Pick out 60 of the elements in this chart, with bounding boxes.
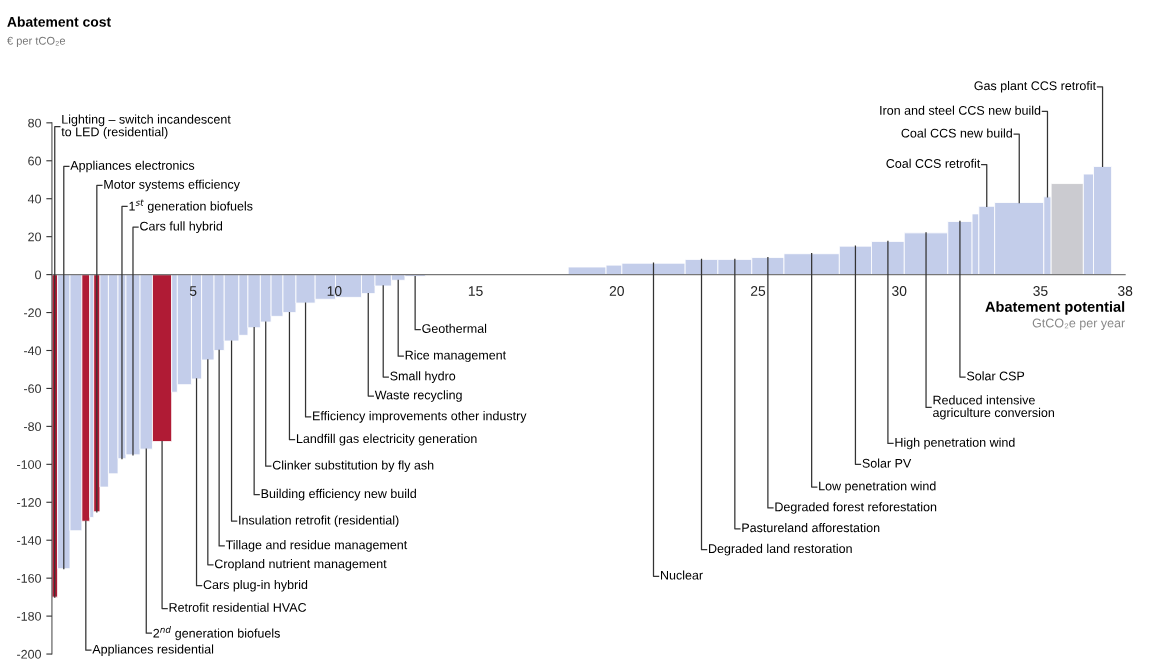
- y-tick-label: 20: [28, 232, 42, 242]
- chart-subtitle: € per tCO₂e: [7, 36, 66, 47]
- x-axis-title: Abatement potential: [985, 301, 1125, 315]
- annotation: Coal CCS new build: [901, 128, 1012, 138]
- annotation: Tillage and residue management: [225, 540, 408, 552]
- x-tick-label: 30: [892, 286, 907, 296]
- x-tick-label: 25: [750, 286, 766, 296]
- x-tick-label: 35: [1033, 286, 1048, 296]
- y-tick-label: -100: [17, 460, 42, 469]
- x-tick-label: 20: [609, 286, 624, 296]
- annotation: Efficiency improvements other industry: [313, 411, 527, 423]
- y-tick-label: -120: [17, 498, 42, 507]
- x-tick-label: 15: [468, 286, 483, 296]
- annotation: Cropland nutrient management: [214, 559, 387, 571]
- annotation: Motor systems efficiency: [104, 179, 240, 192]
- y-tick-label: -80: [24, 422, 42, 432]
- annotation: Rice management: [405, 350, 507, 363]
- y-tick-label: -20: [24, 308, 42, 318]
- x-tick-label: 10: [327, 286, 342, 296]
- annotation: Coal CCS retrofit: [886, 158, 981, 168]
- annotation: Clinker substitution by fly ash: [272, 460, 434, 473]
- annotation: High penetration wind: [895, 437, 1015, 450]
- annotation: Pastureland afforestation: [742, 523, 880, 533]
- annotation: GtCO₂e per year: [1032, 318, 1125, 330]
- annotation: Building efficiency new build: [261, 488, 416, 501]
- annotation: Lighting – switch incandescent to LED (residential): [61, 114, 231, 139]
- annotation: Cars full hybrid: [140, 221, 223, 234]
- annotation: Appliances residential: [92, 644, 214, 657]
- y-tick-label: -140: [17, 536, 42, 545]
- x-tick-label: 5: [189, 286, 197, 296]
- annotation: Appliances electronics: [70, 160, 195, 173]
- y-tick-label: -160: [17, 573, 42, 583]
- annotation: Solar PV: [862, 458, 912, 468]
- y-tick-label: 80: [28, 118, 42, 128]
- y-tick-label: -180: [17, 611, 42, 621]
- x-tick-label: 38: [1117, 286, 1133, 296]
- y-tick-label: 40: [27, 194, 42, 204]
- annotation: Nuclear: [661, 570, 703, 580]
- annotation: Retrofit residential HVAC: [169, 602, 307, 612]
- annotation: Insulation retrofit (residential): [239, 515, 399, 528]
- annotation: Reduced intensive agriculture conversion: [933, 395, 1055, 420]
- annotation: Degraded forest reforestation: [775, 502, 937, 514]
- annotation: Solar CSP: [966, 371, 1025, 381]
- y-tick-label: -60: [24, 384, 42, 394]
- annotation: Landfill gas electricity generation: [296, 433, 477, 446]
- annotation: Gas plant CCS retrofit: [974, 80, 1096, 93]
- annotation: Waste recycling: [374, 390, 462, 402]
- y-tick-label: -40: [24, 346, 42, 356]
- annotation: Small hydro: [390, 371, 456, 383]
- annotation: Cars plug-in hybrid: [203, 579, 308, 592]
- chart-title: Abatement cost: [7, 16, 111, 27]
- y-tick-label: -200: [17, 649, 42, 659]
- annotation: Low penetration wind: [819, 481, 936, 493]
- annotation: 1$^{st}$ generation biofuels: [129, 199, 253, 214]
- annotation: Iron and steel CCS new build: [880, 105, 1041, 115]
- annotation: 2$^{nd}$ generation biofuels: [153, 626, 280, 641]
- y-tick-label: 60: [28, 156, 42, 166]
- y-tick-label: 0: [35, 270, 42, 280]
- annotation: Geothermal: [422, 323, 487, 333]
- annotation: Degraded land restoration: [709, 543, 852, 556]
